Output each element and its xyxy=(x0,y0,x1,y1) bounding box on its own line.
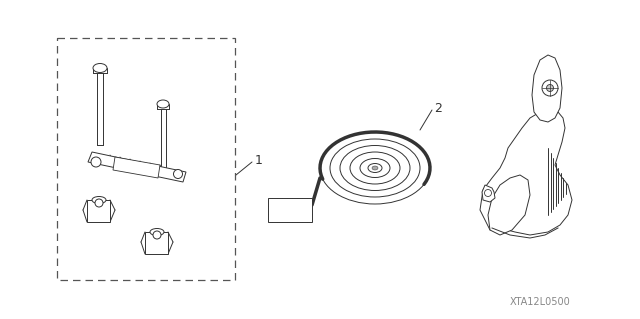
Ellipse shape xyxy=(93,63,107,72)
Ellipse shape xyxy=(150,228,164,235)
Circle shape xyxy=(547,85,554,92)
Ellipse shape xyxy=(92,197,106,204)
Polygon shape xyxy=(145,232,168,254)
Ellipse shape xyxy=(157,100,169,108)
Polygon shape xyxy=(488,175,530,235)
Polygon shape xyxy=(87,200,110,222)
Polygon shape xyxy=(482,185,495,202)
Text: 1: 1 xyxy=(255,153,263,167)
Circle shape xyxy=(542,80,558,96)
Bar xyxy=(57,38,235,280)
Text: XTA12L0500: XTA12L0500 xyxy=(510,297,571,307)
Polygon shape xyxy=(113,157,160,178)
Circle shape xyxy=(95,199,103,207)
Ellipse shape xyxy=(368,164,382,173)
Circle shape xyxy=(173,169,182,179)
Polygon shape xyxy=(88,152,186,182)
Circle shape xyxy=(91,157,101,167)
Polygon shape xyxy=(480,110,572,235)
Polygon shape xyxy=(532,55,562,122)
Text: 2: 2 xyxy=(434,101,442,115)
Ellipse shape xyxy=(372,166,378,170)
Circle shape xyxy=(153,231,161,239)
Circle shape xyxy=(484,189,492,197)
Bar xyxy=(268,198,312,222)
